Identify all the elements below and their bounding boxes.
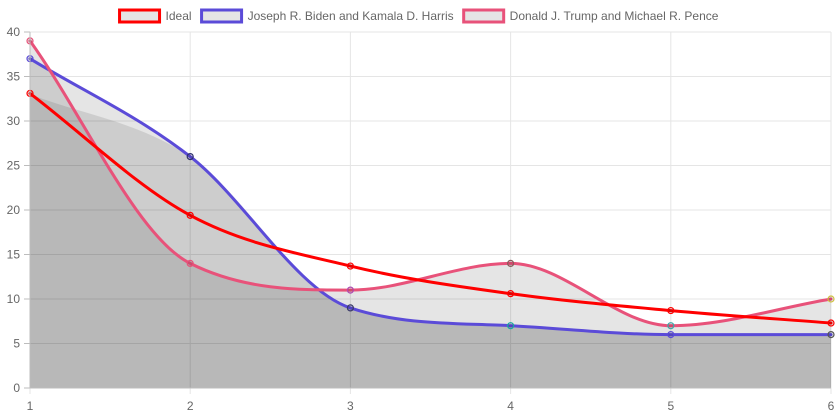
- shaded-area-fill: [30, 94, 831, 389]
- area-fills: [30, 40, 831, 389]
- x-tick-label: 6: [828, 399, 835, 413]
- series-line: [28, 91, 833, 325]
- legend-item[interactable]: Joseph R. Biden and Kamala D. Harris: [200, 8, 454, 24]
- x-tick-label: 4: [507, 399, 514, 413]
- x-tick-label: 3: [347, 399, 354, 413]
- series-area-fill: [30, 58, 831, 388]
- data-point: [667, 331, 675, 339]
- y-tick-label: 40: [7, 25, 21, 39]
- legend-swatch: [462, 8, 506, 24]
- data-point: [186, 259, 194, 267]
- data-point: [827, 295, 835, 303]
- axes: 0 5 10 15 20 25 30 35 40 1 2 3 4 5 6: [7, 25, 835, 413]
- legend-label: Joseph R. Biden and Kamala D. Harris: [248, 9, 454, 23]
- y-tick-label: 30: [7, 114, 21, 128]
- data-point: [667, 306, 675, 315]
- data-point: [507, 322, 515, 330]
- y-tick-label: 35: [7, 70, 21, 84]
- x-tick-label: 1: [27, 399, 34, 413]
- legend-item[interactable]: Donald J. Trump and Michael R. Pence: [462, 8, 719, 24]
- series-line: [28, 57, 833, 337]
- data-point: [346, 304, 354, 312]
- data-points: [26, 37, 835, 339]
- series-area-fill: [30, 40, 831, 389]
- series-lines: [28, 39, 833, 337]
- data-point: [186, 211, 194, 219]
- data-point: [346, 286, 354, 294]
- y-tick-label: 15: [7, 248, 21, 262]
- data-point: [827, 319, 835, 327]
- legend-swatch: [118, 8, 162, 24]
- legend-label: Donald J. Trump and Michael R. Pence: [510, 9, 719, 23]
- x-tick-label: 2: [187, 399, 194, 413]
- legend-item[interactable]: Ideal: [118, 8, 192, 24]
- y-tick-label: 20: [7, 203, 21, 217]
- legend[interactable]: Ideal Joseph R. Biden and Kamala D. Harri…: [118, 8, 719, 24]
- data-point: [507, 259, 515, 267]
- series-line: [28, 39, 833, 328]
- y-tick-label: 0: [13, 381, 20, 395]
- data-point: [346, 262, 354, 270]
- data-point: [667, 322, 675, 330]
- y-tick-label: 10: [7, 292, 21, 306]
- y-tick-label: 25: [7, 159, 21, 173]
- x-tick-label: 5: [667, 399, 674, 413]
- legend-swatch: [200, 8, 244, 24]
- data-point: [186, 153, 194, 161]
- legend-label: Ideal: [166, 9, 192, 23]
- data-point: [507, 290, 515, 298]
- y-tick-label: 5: [13, 337, 20, 351]
- data-point: [827, 331, 835, 339]
